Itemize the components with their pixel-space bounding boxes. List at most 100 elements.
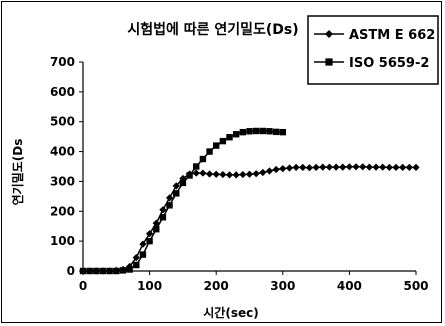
data-point <box>172 182 180 190</box>
data-point <box>259 168 267 177</box>
data-point <box>392 163 400 171</box>
data-point <box>219 137 227 145</box>
data-point <box>205 170 214 178</box>
data-point <box>119 267 127 274</box>
data-point <box>159 214 167 221</box>
x-axis-title: 시간(sec) <box>203 305 258 320</box>
data-point <box>212 170 220 178</box>
data-point <box>219 170 227 179</box>
data-point <box>325 163 334 171</box>
data-point <box>99 267 107 275</box>
data-point <box>319 163 327 171</box>
data-point <box>305 164 314 172</box>
data-point <box>339 163 347 171</box>
data-point <box>199 155 207 163</box>
legend: ASTM E 662 ISO 5659-2 <box>307 15 439 85</box>
data-point <box>239 128 247 136</box>
data-point <box>146 230 154 238</box>
data-point <box>213 142 220 149</box>
data-point <box>272 128 280 136</box>
chart-title: 시험법에 따른 연기밀도(Ds) <box>127 21 298 38</box>
data-point <box>132 253 140 262</box>
data-point <box>285 164 294 172</box>
data-point <box>86 267 93 275</box>
data-point <box>405 163 413 171</box>
data-point <box>179 179 187 187</box>
legend-marker <box>325 58 333 66</box>
y-tick-label: 200 <box>50 204 75 218</box>
y-tick-label: 300 <box>50 174 75 188</box>
legend-box <box>307 15 439 85</box>
data-point <box>359 163 367 171</box>
x-tick-label: 500 <box>403 279 428 293</box>
x-axis-ticks: 0 100 200 300 400 500 <box>79 271 429 293</box>
data-point <box>225 171 234 179</box>
data-point <box>272 165 280 174</box>
data-point <box>139 240 147 248</box>
series-line <box>83 130 283 272</box>
y-tick-label: 400 <box>50 145 75 159</box>
data-point <box>299 163 307 171</box>
series-line <box>83 166 416 272</box>
data-point <box>379 163 387 171</box>
data-point <box>279 128 286 136</box>
data-point <box>385 163 393 171</box>
data-point <box>399 163 407 171</box>
data-point <box>206 148 213 155</box>
y-axis-title: 연기밀도(Ds <box>10 139 25 206</box>
series-astm-e-662 <box>79 163 420 275</box>
y-tick-label: 500 <box>50 115 75 129</box>
data-point <box>292 163 300 171</box>
x-tick-label: 200 <box>204 279 229 293</box>
legend-entries: ASTM E 662 ISO 5659-2 <box>314 28 435 71</box>
legend-marker <box>325 30 333 38</box>
data-point <box>265 167 274 175</box>
data-point <box>165 194 174 202</box>
x-tick-label: 0 <box>79 279 87 293</box>
data-point <box>352 163 360 171</box>
data-point <box>126 266 133 273</box>
data-point <box>186 172 193 179</box>
data-point <box>192 169 200 177</box>
data-point <box>93 267 100 275</box>
data-point <box>372 163 380 171</box>
data-point <box>279 164 287 173</box>
data-point <box>173 190 180 197</box>
y-tick-label: 0 <box>67 264 75 278</box>
data-point <box>239 170 247 179</box>
x-tick-label: 300 <box>270 279 295 293</box>
data-point <box>245 170 254 178</box>
data-point <box>159 206 167 214</box>
data-point <box>332 163 340 171</box>
y-axis-ticks: 0 100 200 300 400 500 600 700 <box>50 55 83 278</box>
legend-label: ASTM E 662 <box>349 28 435 43</box>
data-point <box>166 202 173 209</box>
data-point <box>199 169 207 177</box>
data-point <box>252 127 260 135</box>
data-point <box>266 128 273 135</box>
data-point <box>139 251 147 258</box>
series-iso-5659-2 <box>79 127 286 275</box>
data-point <box>133 261 140 269</box>
data-point <box>226 134 233 141</box>
legend-label: ISO 5659-2 <box>349 56 429 71</box>
data-point <box>113 267 120 275</box>
data-point <box>365 163 373 171</box>
data-point <box>312 163 320 171</box>
series-layer <box>79 127 420 275</box>
data-point <box>259 127 267 135</box>
data-point <box>345 163 353 171</box>
data-point <box>232 171 240 179</box>
x-tick-label: 400 <box>337 279 362 293</box>
y-tick-label: 100 <box>50 234 75 248</box>
data-point <box>106 267 113 275</box>
y-tick-label: 700 <box>50 55 75 69</box>
data-point <box>193 163 200 170</box>
data-point <box>252 170 260 178</box>
data-point <box>146 237 153 245</box>
data-point <box>79 267 87 275</box>
data-point <box>153 226 160 233</box>
data-point <box>246 128 253 135</box>
chart-frame: 시험법에 따른 연기밀도(Ds) 0 100 200 300 400 500 600 700 … <box>1 1 442 323</box>
x-tick-label: 100 <box>137 279 162 293</box>
